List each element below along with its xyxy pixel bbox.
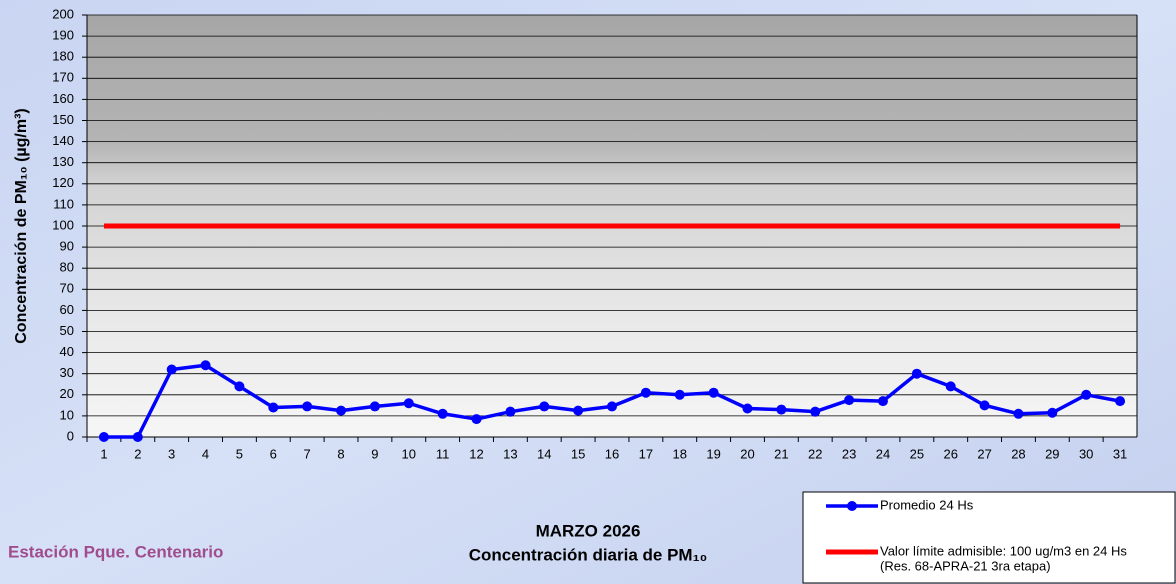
data-point xyxy=(1115,396,1125,406)
x-tick-label: 2 xyxy=(134,446,141,461)
x-tick-label: 10 xyxy=(402,446,416,461)
data-point xyxy=(641,388,651,398)
data-point xyxy=(404,398,414,408)
data-point xyxy=(675,390,685,400)
x-tick-label: 24 xyxy=(876,446,890,461)
x-tick-label: 5 xyxy=(236,446,243,461)
chart-subtitle: Concentración diaria de PM₁₀ xyxy=(469,545,708,564)
x-tick-label: 12 xyxy=(469,446,483,461)
data-point xyxy=(709,388,719,398)
x-tick-label: 13 xyxy=(503,446,517,461)
x-tick-label: 3 xyxy=(168,446,175,461)
data-point xyxy=(980,400,990,410)
y-tick-label: 50 xyxy=(60,323,74,338)
y-tick-label: 40 xyxy=(60,344,74,359)
data-point xyxy=(1047,408,1057,418)
data-point xyxy=(336,406,346,416)
data-point xyxy=(912,369,922,379)
data-point xyxy=(438,409,448,419)
y-tick-label: 170 xyxy=(52,70,74,85)
legend-label: Promedio 24 Hs xyxy=(880,497,974,512)
data-point xyxy=(505,407,515,417)
x-tick-label: 27 xyxy=(977,446,991,461)
legend-note: (Res. 68-APRA-21 3ra etapa) xyxy=(880,558,1051,573)
data-point xyxy=(742,404,752,414)
x-tick-label: 18 xyxy=(673,446,687,461)
y-tick-label: 90 xyxy=(60,239,74,254)
data-point xyxy=(1013,409,1023,419)
y-tick-label: 180 xyxy=(52,49,74,64)
legend-marker xyxy=(847,501,857,511)
x-tick-label: 8 xyxy=(337,446,344,461)
y-tick-label: 130 xyxy=(52,154,74,169)
x-tick-label: 19 xyxy=(706,446,720,461)
data-point xyxy=(573,406,583,416)
data-point xyxy=(946,381,956,391)
y-tick-label: 120 xyxy=(52,175,74,190)
x-tick-label: 14 xyxy=(537,446,551,461)
y-tick-label: 10 xyxy=(60,407,74,422)
y-tick-label: 30 xyxy=(60,365,74,380)
data-point xyxy=(607,401,617,411)
y-tick-label: 160 xyxy=(52,91,74,106)
data-point xyxy=(844,395,854,405)
y-tick-label: 190 xyxy=(52,28,74,43)
data-point xyxy=(234,381,244,391)
y-tick-label: 80 xyxy=(60,260,74,275)
data-point xyxy=(539,401,549,411)
data-point xyxy=(1081,390,1091,400)
data-point xyxy=(167,364,177,374)
y-tick-label: 200 xyxy=(52,6,74,21)
x-tick-label: 31 xyxy=(1113,446,1127,461)
y-tick-label: 110 xyxy=(53,196,74,211)
x-tick-label: 28 xyxy=(1011,446,1025,461)
x-tick-label: 4 xyxy=(202,446,209,461)
data-point xyxy=(810,407,820,417)
x-tick-label: 22 xyxy=(808,446,822,461)
station-label: Estación Pque. Centenario xyxy=(8,542,223,561)
x-tick-label: 21 xyxy=(774,446,788,461)
x-tick-label: 17 xyxy=(639,446,653,461)
legend-label: Valor límite admisible: 100 ug/m3 en 24 … xyxy=(880,543,1127,558)
y-tick-label: 0 xyxy=(67,428,74,443)
chart: MARZO 2026 Concentración diaria de PM₁₀ … xyxy=(0,0,1176,584)
data-point xyxy=(472,414,482,424)
data-point xyxy=(99,432,109,442)
data-point xyxy=(133,432,143,442)
x-tick-label: 6 xyxy=(270,446,277,461)
x-tick-label: 7 xyxy=(304,446,311,461)
y-axis-label: Concentración de PM₁₀ (µg/m³) xyxy=(13,108,30,344)
x-tick-label: 25 xyxy=(910,446,924,461)
data-point xyxy=(302,401,312,411)
x-tick-label: 30 xyxy=(1079,446,1093,461)
y-tick-label: 100 xyxy=(52,217,74,232)
y-tick-label: 60 xyxy=(60,302,74,317)
x-tick-label: 20 xyxy=(740,446,754,461)
data-point xyxy=(201,360,211,370)
y-tick-label: 70 xyxy=(60,281,74,296)
y-tick-label: 150 xyxy=(52,112,74,127)
x-tick-label: 16 xyxy=(605,446,619,461)
x-tick-label: 15 xyxy=(571,446,585,461)
x-tick-label: 11 xyxy=(436,446,450,461)
y-tick-label: 140 xyxy=(52,133,74,148)
x-tick-label: 29 xyxy=(1045,446,1059,461)
chart-title: MARZO 2026 xyxy=(536,521,641,540)
data-point xyxy=(268,402,278,412)
x-tick-label: 1 xyxy=(100,446,107,461)
y-tick-label: 20 xyxy=(60,386,74,401)
data-point xyxy=(776,405,786,415)
data-point xyxy=(878,396,888,406)
x-tick-label: 9 xyxy=(371,446,378,461)
data-point xyxy=(370,401,380,411)
x-tick-label: 23 xyxy=(842,446,856,461)
x-tick-label: 26 xyxy=(943,446,957,461)
